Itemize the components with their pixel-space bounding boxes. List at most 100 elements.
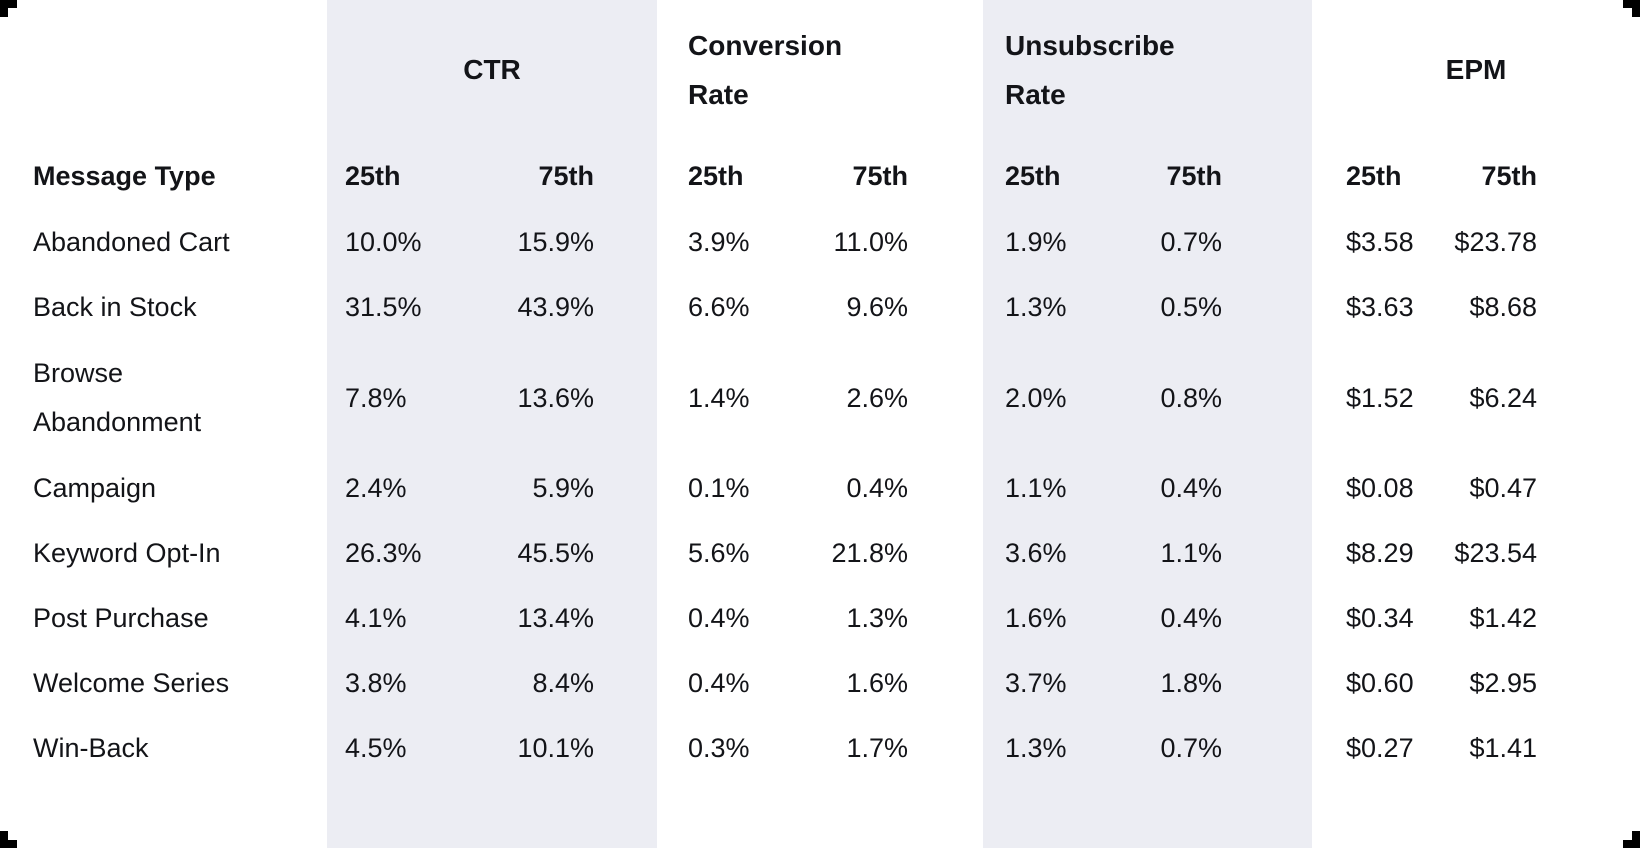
table-cell: 3.8% [327,651,467,716]
table-cell: 0.5% [1123,275,1313,340]
table-cell: 9.6% [846,292,909,322]
table-cell: 26.3% [327,521,467,586]
table-cell: 3.7% [983,651,1124,716]
table-row-back-in-stock: Back in Stock 31.5% 43.9% 6.6% 9.6% 1.3%… [0,275,1640,340]
table-cell: 13.4% [467,586,658,651]
table-cell: 0.7% [1123,716,1313,781]
table-cell: 2.0% [983,340,1124,456]
table-cell: 45.5% [467,521,658,586]
table-cell: 0.4% [1123,456,1313,521]
row-label: Keyword Opt-In [33,538,221,569]
table-cell: $0.27 [1346,733,1414,763]
table-cell: 1.7% [846,733,909,763]
table-cell: $8.68 [1469,292,1538,322]
row-label: Campaign [33,473,157,504]
table-cell: 31.5% [327,275,467,340]
table-cell: 1.3% [983,275,1124,340]
table-cell: $23.54 [1454,538,1538,568]
table-cell: 15.9% [467,210,658,275]
table-cell: $3.63 [1346,292,1414,322]
table-cell: 0.7% [1123,210,1313,275]
column-header-ctr-25th: 25th [327,130,467,210]
column-group-label: CTR [463,53,521,85]
row-label: Back in Stock [33,292,197,323]
table-cell: 2.4% [327,456,467,521]
table-cell: $1.41 [1469,733,1538,763]
corner-mark-bottom-left [0,831,17,848]
table-cell: 6.6% [688,292,750,322]
table-cell: 3.6% [983,521,1124,586]
column-group-header-row: CTR Conversion Rate Unsubscribe Rate EPM [0,0,1640,130]
column-header-unsubscribe-75th: 75th [1123,130,1313,210]
table-row-browse-abandonment: Browse Abandonment 7.8% 13.6% 1.4% 2.6% … [0,340,1640,456]
table-cell: 1.3% [846,603,909,633]
column-header-row: Message Type 25th 75th 25th 75th 25th 75… [0,130,1640,210]
table-row-win-back: Win-Back 4.5% 10.1% 0.3% 1.7% 1.3% 0.7% … [0,716,1640,781]
corner-mark-top-left [0,0,17,17]
table-row-keyword-opt-in: Keyword Opt-In 26.3% 45.5% 5.6% 21.8% 3.… [0,521,1640,586]
column-header-ctr-75th: 75th [467,130,658,210]
table-cell: 10.0% [327,210,467,275]
table-cell: $2.95 [1469,668,1538,698]
column-header-conversion-25th: 25th [688,161,744,191]
column-header-epm-75th: 75th [1481,161,1538,191]
column-group-label: EPM [1445,53,1507,85]
table-cell: 7.8% [327,340,467,456]
table-cell: 1.3% [983,716,1124,781]
column-group-header-unsubscribe-rate: Unsubscribe Rate [983,0,1313,130]
row-label: Browse Abandonment [33,358,202,437]
table-cell: 1.8% [1123,651,1313,716]
column-group-label: Unsubscribe Rate [1005,29,1175,110]
table-cell: 1.9% [983,210,1124,275]
table-cell: $6.24 [1469,382,1538,413]
row-header-message-type: Message Type [33,161,216,191]
corner-mark-top-right [1623,0,1640,17]
table-cell: 2.6% [846,382,909,413]
table-cell: 43.9% [467,275,658,340]
table-row-campaign: Campaign 2.4% 5.9% 0.1% 0.4% 1.1% 0.4% $… [0,456,1640,521]
column-group-header-conversion-rate: Conversion Rate [657,0,983,130]
table-cell: $8.29 [1346,538,1414,568]
column-header-epm-25th: 25th [1346,161,1402,191]
column-header-conversion-75th: 75th [852,161,909,191]
table-cell: 0.8% [1123,340,1313,456]
corner-mark-bottom-right [1623,831,1640,848]
table-cell: $1.42 [1469,603,1538,633]
table-cell: 0.4% [846,473,909,503]
corner-spacer-cell [0,0,327,130]
table-bottom-spacer-row [0,781,1640,848]
row-label: Post Purchase [33,603,209,634]
column-group-header-ctr: CTR [327,0,658,130]
table-cell: 4.1% [327,586,467,651]
table-cell: 5.9% [467,456,658,521]
table-cell: 8.4% [467,651,658,716]
table-cell: 5.6% [688,538,750,568]
table-cell: 0.4% [688,668,750,698]
row-label: Welcome Series [33,668,230,699]
table-cell: $0.47 [1469,473,1538,503]
table-row-welcome-series: Welcome Series 3.8% 8.4% 0.4% 1.6% 3.7% … [0,651,1640,716]
table-cell: 10.1% [467,716,658,781]
table-cell: 0.1% [688,473,750,503]
table-row-post-purchase: Post Purchase 4.1% 13.4% 0.4% 1.3% 1.6% … [0,586,1640,651]
table-cell: $0.34 [1346,603,1414,633]
table-cell: 0.4% [1123,586,1313,651]
table-cell: 0.4% [688,603,750,633]
table-cell: $3.58 [1346,227,1414,257]
table-cell: 1.4% [688,382,750,413]
row-label: Abandoned Cart [33,227,230,258]
table-cell: 13.6% [467,340,658,456]
table-cell: 1.6% [983,586,1124,651]
table-cell: 1.1% [983,456,1124,521]
table-cell: 3.9% [688,227,750,257]
table-cell: 11.0% [833,227,909,257]
table-cell: 0.3% [688,733,750,763]
column-group-header-epm: EPM [1312,0,1640,130]
column-header-unsubscribe-25th: 25th [983,130,1124,210]
table-cell: 1.6% [846,668,909,698]
table-cell: $1.52 [1346,382,1414,413]
table-cell: 1.1% [1123,521,1313,586]
table-cell: $0.60 [1346,668,1414,698]
